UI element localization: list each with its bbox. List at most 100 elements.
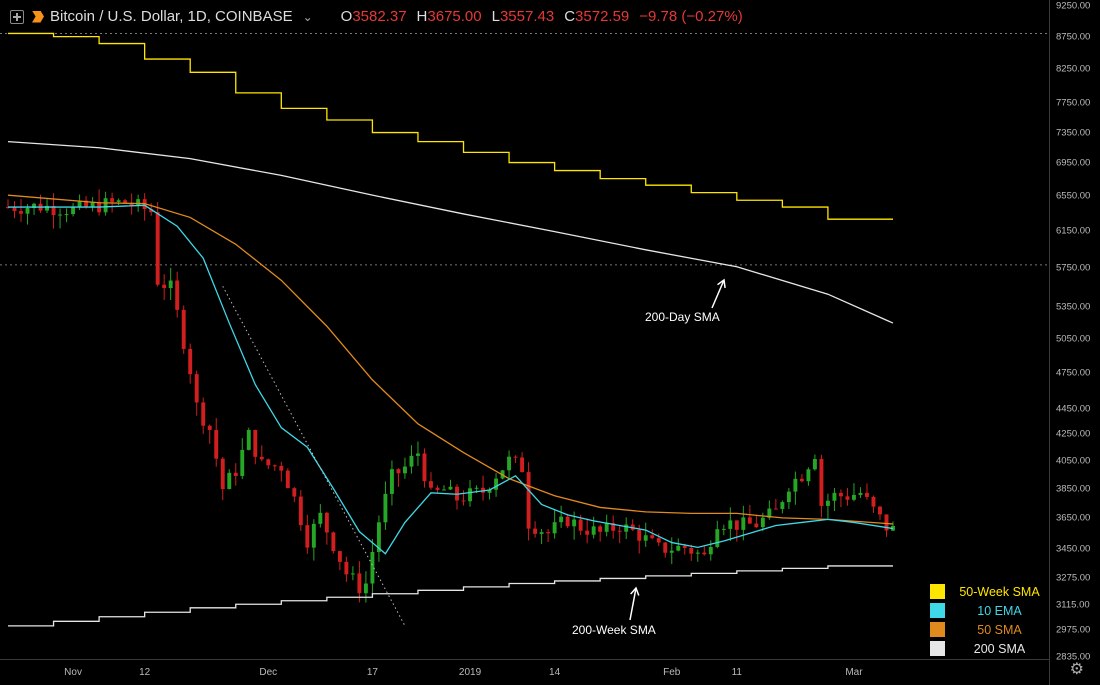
price-tick-label: 3275.00 [1056, 572, 1091, 584]
price-tick-label: 7750.00 [1056, 97, 1091, 109]
candle-down [663, 542, 668, 553]
symbol-title[interactable]: Bitcoin / U.S. Dollar, 1D, COINBASE [50, 8, 293, 25]
candle-up [389, 469, 394, 494]
gear-icon[interactable]: ⚙ [1069, 661, 1084, 678]
price-tick-label: 6150.00 [1056, 225, 1091, 237]
candle-up [708, 546, 713, 555]
candle-down [461, 500, 466, 502]
low-value: 3557.43 [499, 8, 555, 25]
time-axis[interactable]: Nov 12 Dec 17 2019 14 Feb 11 Mar [0, 659, 1050, 685]
price-tick-label: 4050.00 [1056, 455, 1091, 467]
price-tick-label: 2975.00 [1056, 624, 1091, 636]
candle-down [747, 517, 752, 524]
200-sma-line [7, 140, 894, 324]
candle-down [435, 487, 440, 490]
price-tick-label: 8250.00 [1056, 63, 1091, 75]
time-tick-label: Feb [663, 667, 681, 678]
candle-up [468, 488, 472, 502]
time-tick-label: Nov [64, 667, 82, 678]
legend-item: 50-Week SMA [930, 582, 1048, 601]
candle-down [292, 488, 297, 497]
time-tick-label: Mar [845, 667, 863, 678]
candle-up [552, 522, 557, 534]
time-tick-label: 11 [731, 667, 743, 678]
price-tick-label: 6950.00 [1056, 157, 1091, 169]
candle-up [370, 552, 375, 584]
candle-up [136, 199, 141, 206]
plus-square-icon[interactable] [10, 9, 24, 24]
candle-down [110, 198, 115, 202]
candle-up [539, 532, 544, 534]
candle-down [305, 525, 310, 548]
candle-down [155, 212, 160, 285]
candle-down [220, 458, 225, 490]
candle-down [513, 456, 518, 458]
candle-down [773, 508, 778, 510]
candle-down [123, 200, 128, 203]
candle-up [604, 523, 609, 532]
candle-down [357, 573, 362, 594]
annotation-arrow-200-day-head [717, 278, 726, 289]
candle-up [90, 201, 95, 207]
open-value: 3582.37 [352, 8, 407, 25]
candle-up [591, 526, 596, 535]
candle-down [279, 465, 284, 471]
candle-down [656, 538, 661, 543]
candle-up [624, 524, 629, 532]
candle-down [337, 551, 342, 562]
candle-up [741, 517, 746, 530]
candle-down [702, 552, 707, 555]
candle-down [637, 529, 642, 541]
legend: 50-Week SMA 10 EMA 50 SMA 200 SMA [930, 582, 1048, 658]
annotation-arrow-200-day [711, 279, 725, 309]
candle-down [865, 492, 869, 497]
candle-up [58, 214, 63, 216]
50-week-sma-line [8, 32, 893, 220]
candle-up [71, 206, 76, 215]
annotation-arrow-200-week-head [630, 586, 640, 596]
candle-down [12, 207, 17, 212]
chevron-down-icon[interactable]: ⌄ [302, 9, 313, 24]
change-value: −9.78 (−0.27%) [639, 8, 743, 25]
candle-up [474, 487, 479, 489]
candle-up [311, 523, 316, 548]
price-tick-label: 5750.00 [1056, 262, 1091, 274]
candle-down [578, 519, 583, 531]
candle-down [799, 478, 804, 482]
candle-down [422, 453, 427, 482]
candle-down [650, 535, 655, 539]
price-axis[interactable]: ⚙ 9250.00 8750.00 8250.00 7750.00 7350.00 695… [1049, 0, 1100, 685]
price-tick-label: 3650.00 [1056, 512, 1091, 524]
legend-label: 50 SMA [977, 622, 1022, 637]
candle-down [838, 492, 843, 497]
price-tick-label: 3450.00 [1056, 543, 1091, 555]
annotation-200-day-sma: 200-Day SMA [645, 310, 720, 324]
candle-up [350, 573, 355, 575]
legend-label: 200 SMA [973, 641, 1026, 656]
close-label: C [564, 8, 576, 25]
candle-down [520, 457, 525, 473]
price-tick-label: 8750.00 [1056, 31, 1091, 43]
candle-down [819, 458, 824, 506]
legend-label: 10 EMA [977, 603, 1022, 618]
time-tick-label: 12 [139, 667, 151, 678]
candle-down [617, 530, 622, 532]
candle-down [129, 202, 134, 206]
candle-down [344, 561, 349, 575]
candle-up [494, 478, 499, 490]
candle-down [611, 523, 616, 531]
candle-down [272, 465, 277, 467]
candle-down [878, 506, 882, 515]
price-tick-label: 4450.00 [1056, 403, 1091, 415]
candle-down [871, 496, 876, 507]
candle-up [559, 516, 564, 523]
candle-down [533, 528, 538, 534]
candle-up [812, 458, 817, 470]
candle-up [402, 466, 407, 474]
legend-item: 10 EMA [930, 601, 1048, 620]
candle-up [852, 494, 856, 500]
high-label: H [416, 8, 428, 25]
candle-up [45, 205, 49, 211]
